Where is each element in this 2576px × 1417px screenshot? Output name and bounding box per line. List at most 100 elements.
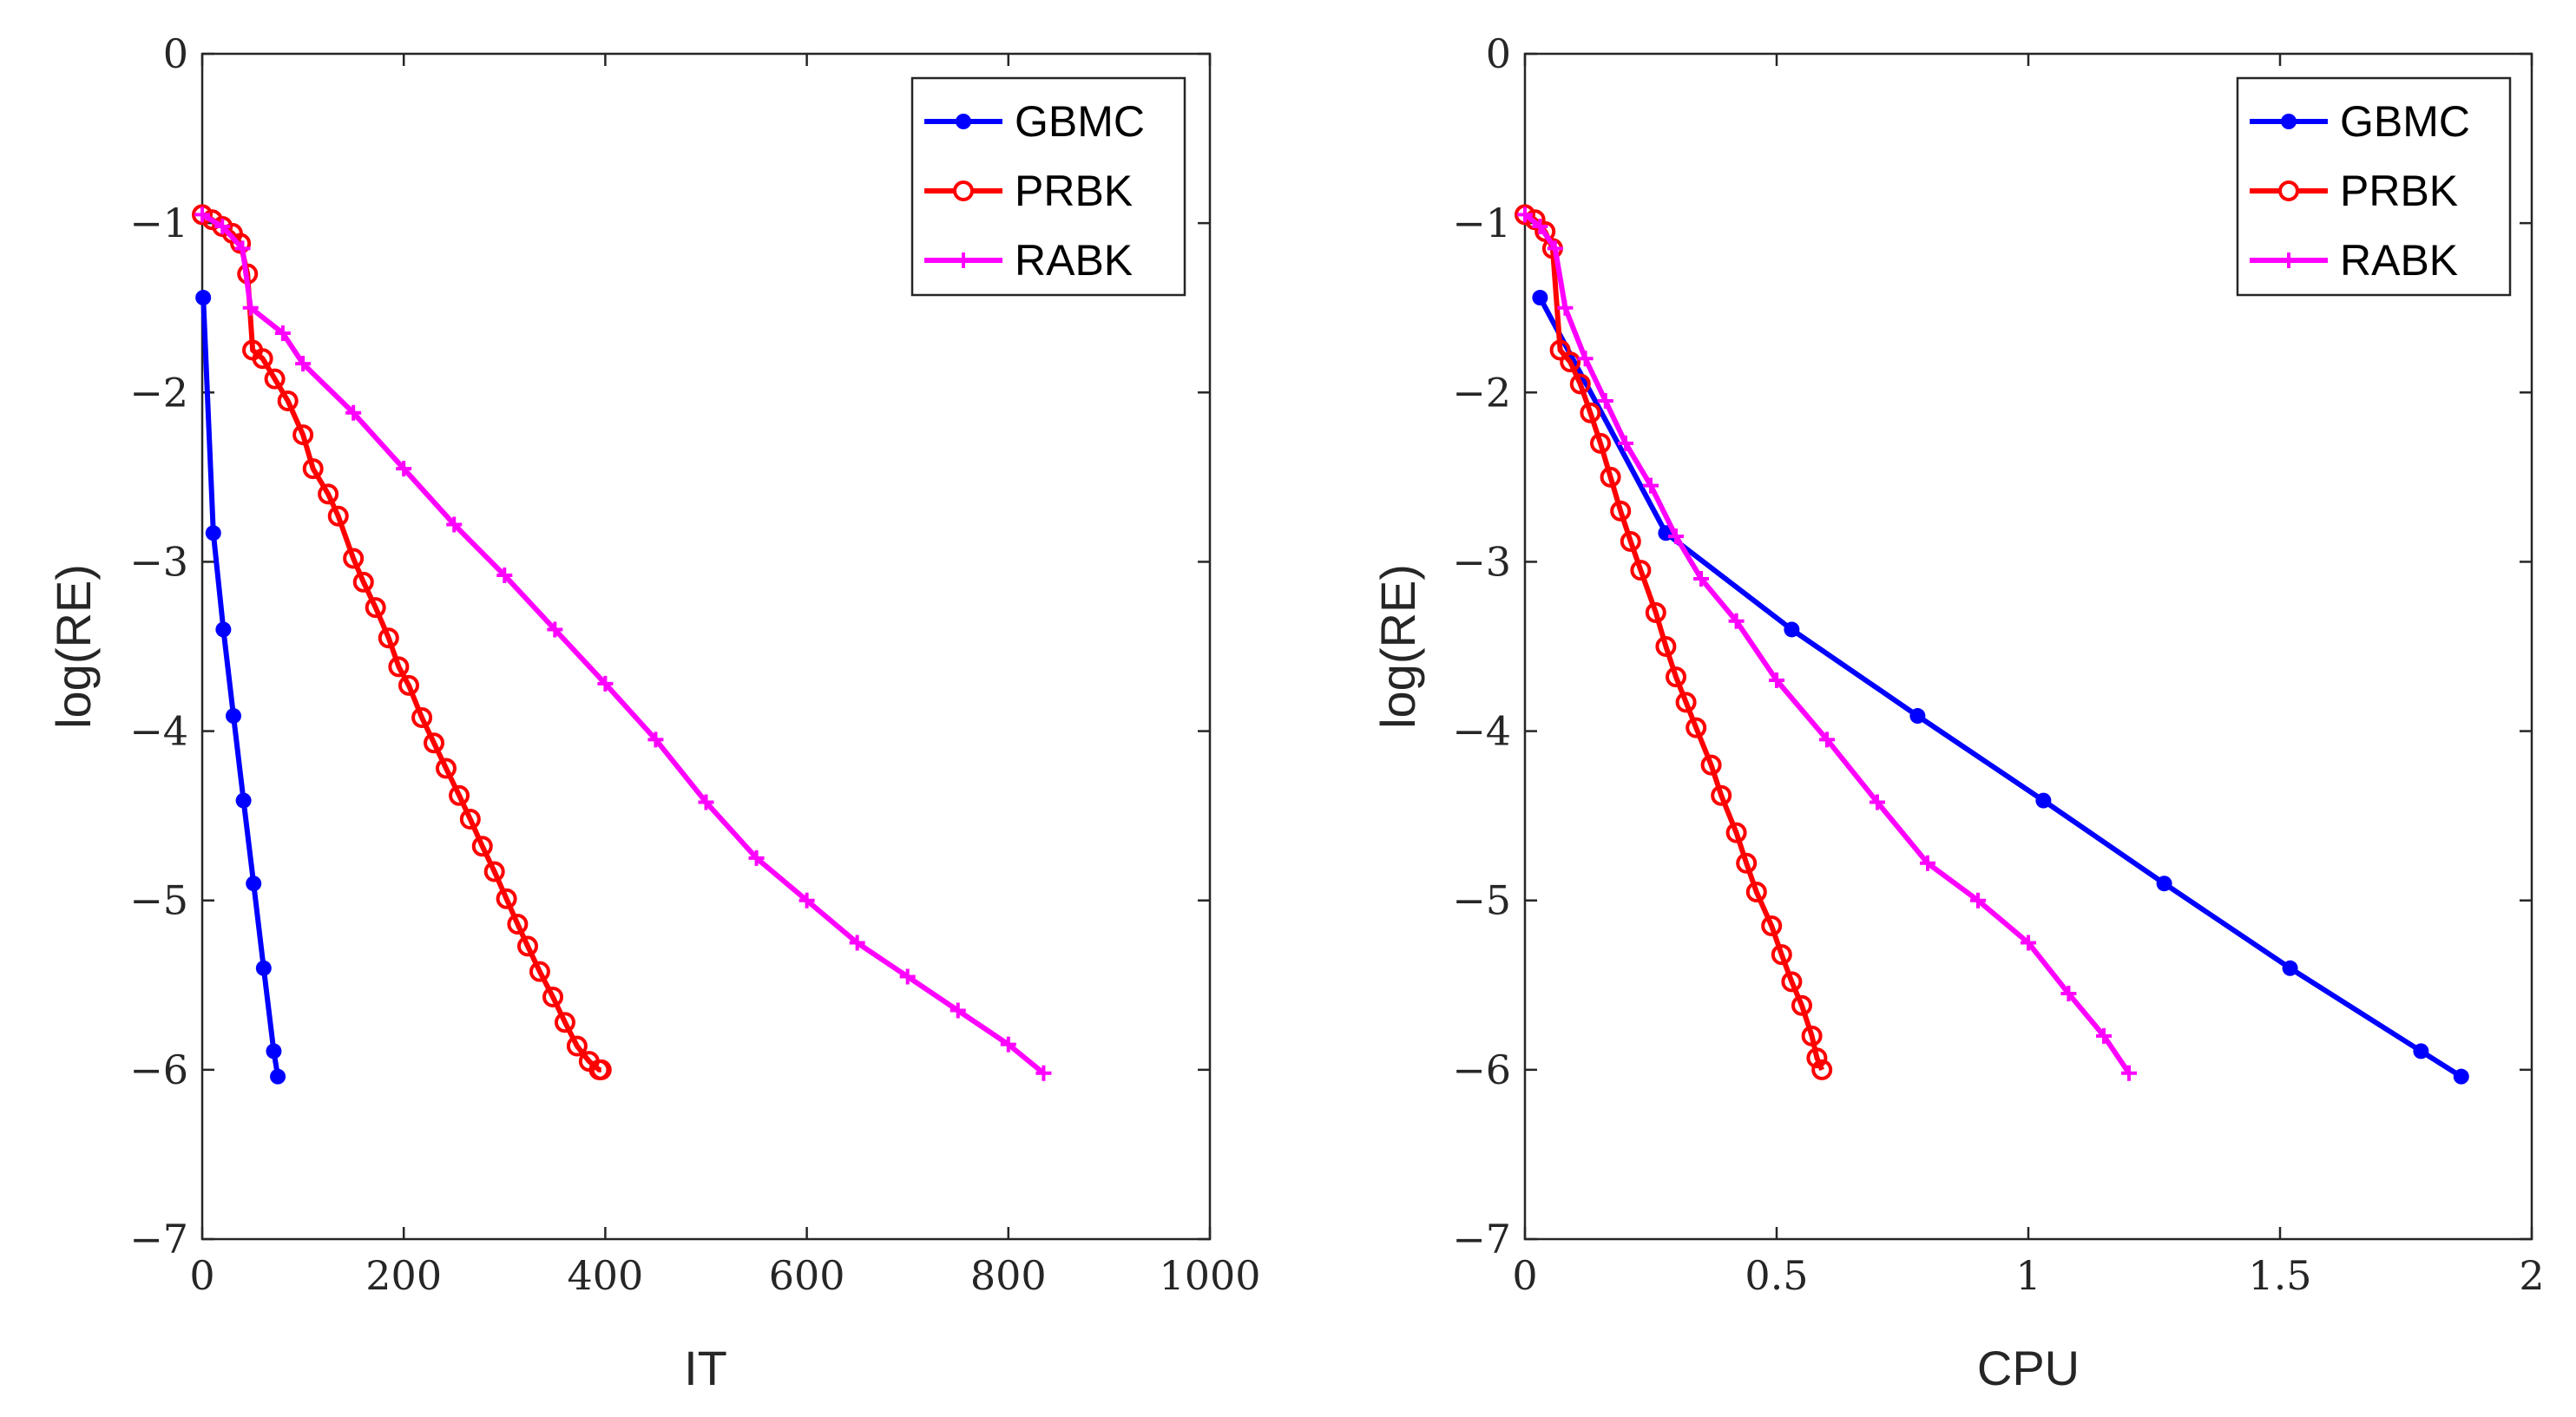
data-point [2453, 1068, 2469, 1085]
chart-iterations: 0 200 400 600 800 1000 0 −1 −2 −3 −4 −5 −6 −7 IT log(… [46, 30, 1261, 1395]
data-point [590, 1059, 612, 1080]
data-point [1675, 692, 1697, 713]
data-point [1645, 601, 1666, 623]
data-point [327, 505, 349, 527]
data-point [1532, 290, 1548, 306]
data-point [496, 567, 513, 584]
data-point [343, 548, 365, 569]
data-point [318, 483, 339, 505]
x-axis-label: IT [684, 1341, 727, 1395]
data-point [435, 758, 457, 779]
data-point [517, 935, 539, 957]
data-point [2121, 1065, 2137, 1081]
data-point [352, 571, 374, 593]
data-point [507, 914, 529, 935]
data-point [424, 732, 445, 754]
x-tick-label: 2 [2519, 1252, 2544, 1299]
data-point [496, 888, 517, 909]
data-point [1693, 570, 1709, 587]
data-point [1736, 852, 1758, 874]
data-point [597, 675, 614, 692]
series-rabk [194, 207, 1052, 1081]
y-tick-label: 0 [1486, 30, 1511, 77]
data-point [1811, 1059, 1833, 1080]
data-point [1517, 207, 1533, 223]
chart-cpu: 0 0.5 1 1.5 2 0 −1 −2 −3 −4 −5 −6 −7 CPU log(RE) GBM… [1370, 30, 2545, 1395]
data-point [1819, 731, 1835, 748]
data-point [192, 204, 213, 226]
data-point [1801, 1025, 1823, 1046]
y-tick-label: −5 [1452, 877, 1511, 924]
data-point [698, 794, 714, 810]
data-point [194, 207, 210, 223]
data-point [2035, 792, 2052, 809]
data-point [1761, 915, 1783, 936]
data-point [1534, 220, 1556, 242]
legend-label-gbmc: GBMC [1015, 97, 1145, 146]
data-point [1610, 500, 1632, 522]
data-point [1666, 666, 1686, 688]
data-point [235, 792, 252, 809]
data-point [554, 1012, 575, 1033]
series-gbmc [195, 290, 286, 1085]
data-point [566, 1035, 588, 1057]
data-point [2060, 986, 2077, 1002]
data-point [1920, 855, 1935, 871]
data-point [302, 458, 324, 480]
data-point [459, 809, 481, 830]
data-point [396, 461, 412, 477]
data-point [1618, 435, 1633, 451]
data-point [398, 674, 420, 696]
data-point [529, 961, 550, 982]
data-point [899, 968, 916, 985]
series-line-prbk [1523, 212, 1824, 1072]
data-point [215, 621, 232, 638]
data-point [1515, 204, 1535, 226]
data-point [1781, 971, 1803, 993]
data-point [1557, 299, 1574, 316]
data-point [2413, 1043, 2429, 1059]
data-point [1630, 560, 1652, 581]
x-tick-label: 800 [970, 1252, 1047, 1299]
y-tick-label: −4 [129, 708, 188, 755]
x-tick-label: 1000 [1159, 1252, 1260, 1299]
data-point [1909, 708, 1926, 725]
legend-marker [956, 253, 971, 268]
data-point [292, 424, 314, 446]
data-point [1569, 373, 1591, 395]
series-rabk [1517, 207, 2137, 1081]
ticks: 0 200 400 600 800 1000 0 −1 −2 −3 −4 −5 −6 −7 [129, 30, 1260, 1299]
data-point [1655, 636, 1677, 657]
data-point [1725, 822, 1747, 843]
data-point [1600, 466, 1621, 488]
data-point [2156, 876, 2172, 892]
x-tick-label: 1 [2015, 1252, 2040, 1299]
data-point [2282, 960, 2298, 976]
data-point [266, 1043, 282, 1059]
series-line-prbk [200, 212, 602, 1073]
ticks: 0 0.5 1 1.5 2 0 −1 −2 −3 −4 −5 −6 −7 [1452, 30, 2544, 1299]
y-tick-label: −3 [129, 538, 188, 585]
data-point [295, 356, 312, 372]
y-tick-label: −7 [1452, 1216, 1511, 1263]
data-point [471, 836, 493, 857]
legend: GBMC PRBK RABK [910, 76, 1186, 297]
legend-marker [956, 114, 971, 129]
y-tick-label: −2 [129, 369, 188, 416]
data-point [1035, 1065, 1052, 1081]
data-point [246, 876, 262, 892]
data-point [270, 1068, 286, 1085]
data-point [1547, 240, 1563, 257]
x-tick-label: 400 [567, 1252, 643, 1299]
data-point [1711, 784, 1732, 806]
x-tick-label: 1.5 [2248, 1252, 2311, 1299]
y-tick-label: −1 [129, 200, 188, 246]
legend: GBMC PRBK RABK [2236, 76, 2512, 297]
y-tick-label: −1 [1452, 200, 1511, 246]
data-point [1970, 892, 1986, 909]
data-point [1870, 794, 1885, 810]
x-tick-label: 0 [189, 1252, 214, 1299]
data-point [1577, 351, 1594, 367]
data-point [225, 708, 241, 725]
data-point [2021, 935, 2036, 951]
